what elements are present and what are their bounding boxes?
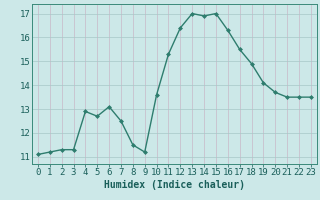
X-axis label: Humidex (Indice chaleur): Humidex (Indice chaleur) <box>104 180 245 190</box>
